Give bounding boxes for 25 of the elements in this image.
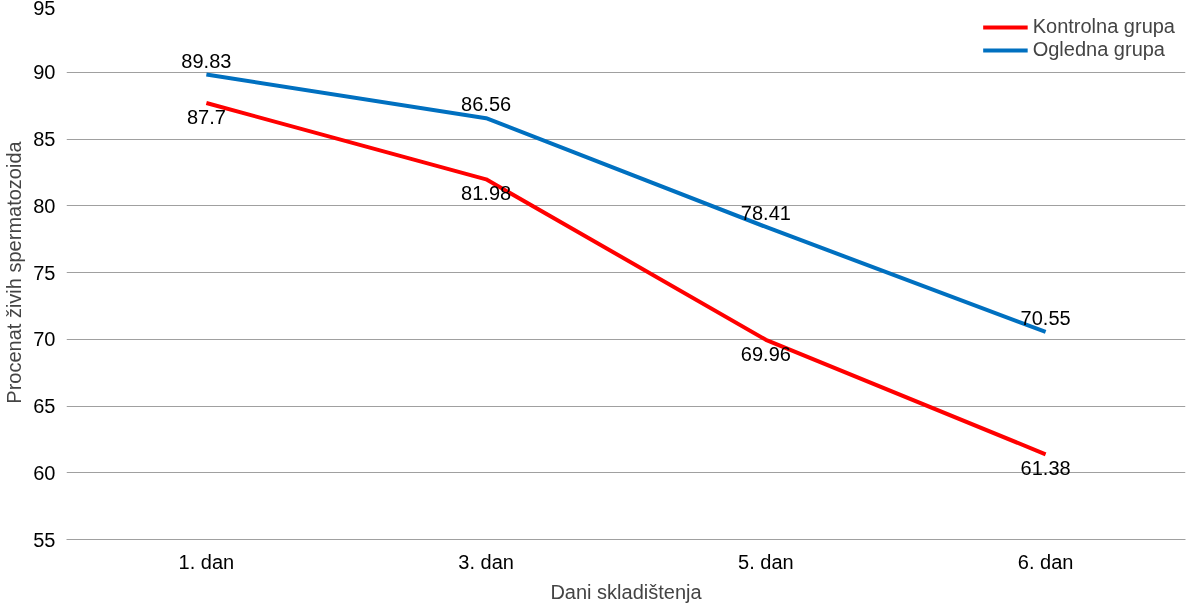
- data-label: 86.56: [461, 93, 512, 116]
- data-label: 78.41: [740, 201, 791, 224]
- y-tick-label: 75: [33, 261, 56, 284]
- data-label: 61.38: [1020, 457, 1071, 480]
- x-tick-label: 5. dan: [738, 550, 794, 573]
- y-tick-label: 95: [33, 0, 56, 19]
- y-tick-label: 90: [33, 61, 56, 84]
- y-tick-label: 60: [33, 461, 56, 484]
- x-tick-label: 3. dan: [458, 550, 514, 573]
- x-tick-label: 1. dan: [178, 550, 235, 573]
- x-tick-label: 6. dan: [1017, 550, 1074, 573]
- x-axis-title: Dani skladištenja: [550, 580, 703, 603]
- legend-label: Ogledna grupa: [1032, 38, 1165, 61]
- y-tick-label: 80: [33, 194, 56, 217]
- data-label: 70.55: [1020, 306, 1071, 329]
- data-label: 89.83: [181, 49, 232, 72]
- data-label: 81.98: [461, 182, 512, 205]
- data-label: 69.96: [740, 342, 791, 365]
- y-tick-label: 55: [33, 528, 56, 551]
- y-tick-label: 70: [33, 328, 56, 351]
- y-axis-title: Procenat živih spermatozoida: [3, 140, 26, 404]
- y-tick-label: 65: [33, 395, 56, 417]
- y-tick-label: 85: [33, 128, 56, 150]
- legend-label: Kontrolna grupa: [1032, 15, 1175, 38]
- data-label: 87.7: [186, 105, 226, 128]
